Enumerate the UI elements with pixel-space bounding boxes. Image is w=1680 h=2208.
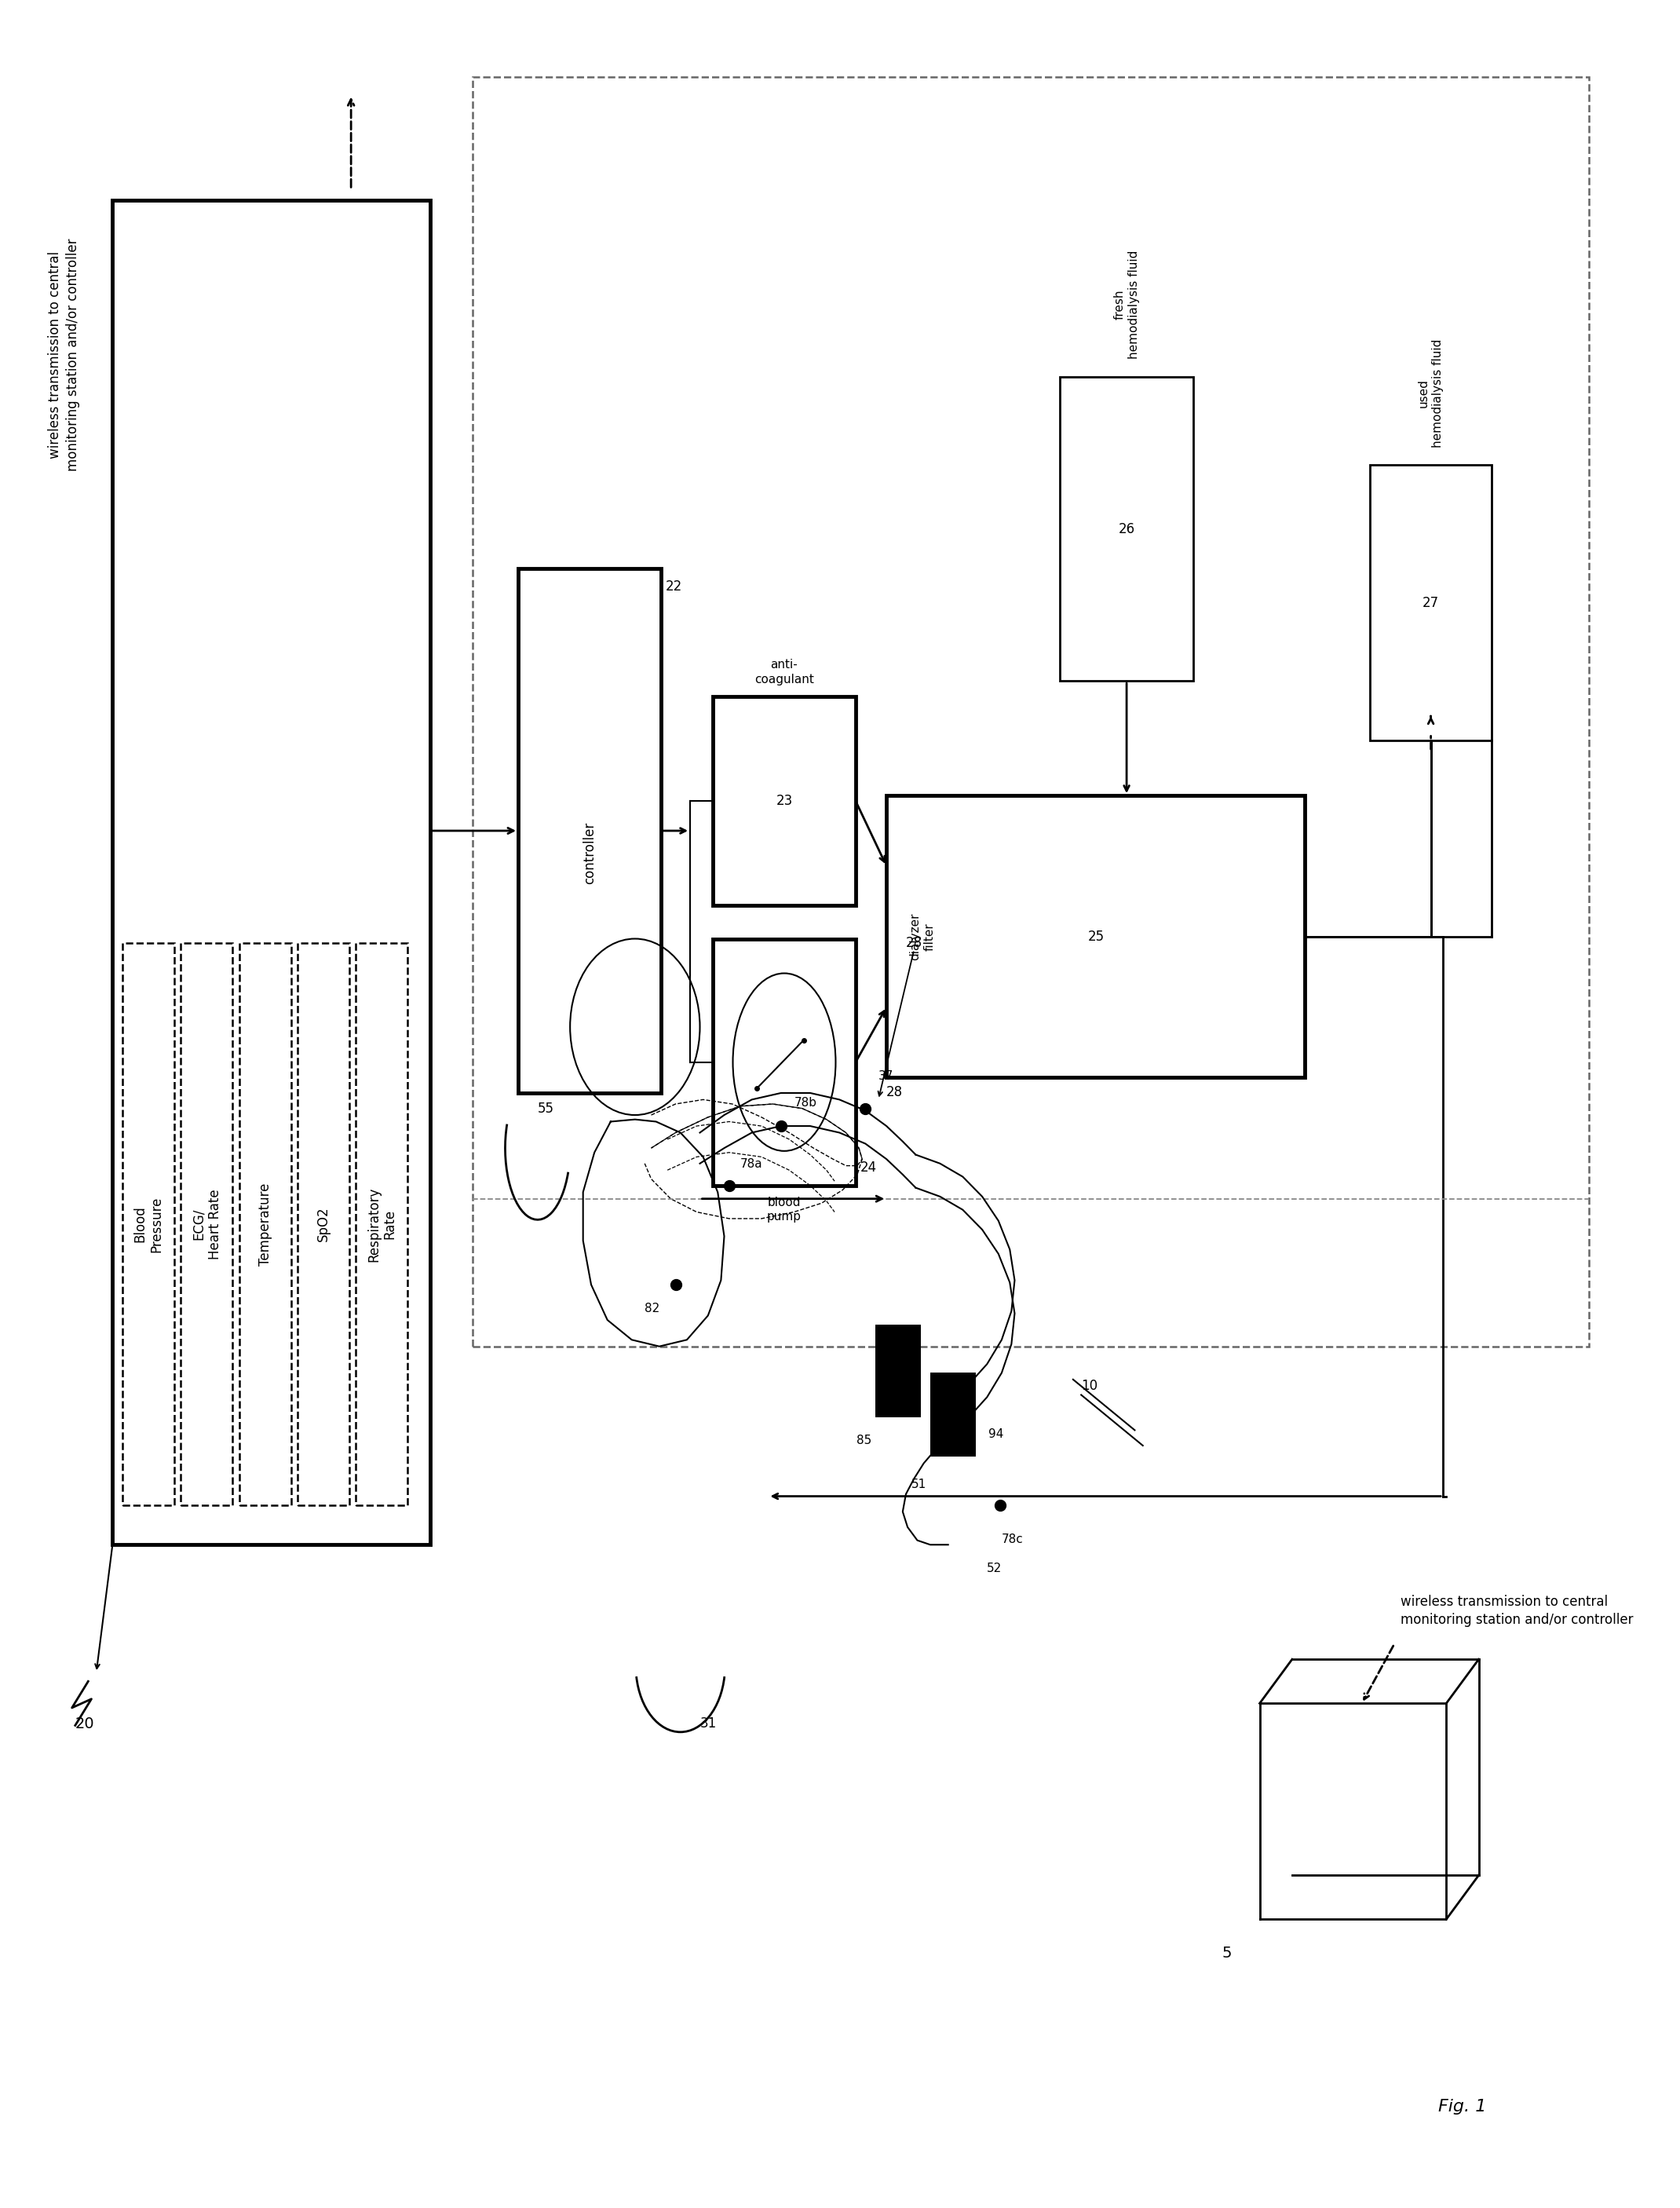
Text: controller: controller: [583, 821, 596, 883]
Text: 78b: 78b: [795, 1097, 816, 1108]
Bar: [297, 943, 349, 1506]
Bar: [239, 943, 291, 1506]
Text: wireless transmission to central
monitoring station and/or controller: wireless transmission to central monitor…: [1401, 1594, 1633, 1627]
Text: 22: 22: [665, 578, 682, 594]
Bar: [1369, 466, 1492, 740]
Text: Temperature: Temperature: [259, 1183, 272, 1265]
Bar: [875, 1325, 921, 1418]
Text: 37: 37: [879, 1071, 894, 1082]
Text: dialyzer
filter: dialyzer filter: [909, 912, 936, 960]
Bar: [113, 201, 430, 1546]
Text: 24: 24: [860, 1161, 877, 1175]
Bar: [517, 567, 660, 1093]
Bar: [181, 943, 232, 1506]
Text: blood
pump: blood pump: [768, 1197, 801, 1223]
Text: 26: 26: [1119, 521, 1136, 537]
Text: Respiratory
Rate: Respiratory Rate: [366, 1186, 396, 1261]
Text: 78a: 78a: [741, 1159, 763, 1170]
Bar: [712, 938, 855, 1186]
Bar: [472, 77, 1589, 1347]
Text: 55: 55: [538, 1102, 554, 1115]
Text: 51: 51: [911, 1479, 926, 1490]
Text: 28: 28: [906, 936, 922, 949]
Text: used
hemodialysis fluid: used hemodialysis fluid: [1418, 338, 1445, 448]
Text: 52: 52: [988, 1563, 1003, 1574]
Text: ECG/
Heart Rate: ECG/ Heart Rate: [192, 1188, 222, 1259]
Text: SpO2: SpO2: [316, 1206, 331, 1241]
Bar: [887, 795, 1305, 1078]
Text: 82: 82: [643, 1303, 659, 1314]
Text: 10: 10: [1082, 1380, 1097, 1393]
Text: 20: 20: [76, 1716, 94, 1731]
Text: anti-
coagulant: anti- coagulant: [754, 658, 815, 684]
Bar: [1060, 378, 1193, 680]
Text: Blood
Pressure: Blood Pressure: [133, 1197, 163, 1252]
Bar: [356, 943, 408, 1506]
Text: 28: 28: [887, 1086, 904, 1100]
Bar: [712, 696, 855, 905]
Text: fresh
hemodialysis fluid: fresh hemodialysis fluid: [1114, 250, 1139, 360]
Text: 94: 94: [990, 1429, 1005, 1440]
Text: 27: 27: [1423, 596, 1440, 609]
Text: Fig. 1: Fig. 1: [1438, 2100, 1487, 2115]
Text: wireless transmission to central
monitoring station and/or controller: wireless transmission to central monitor…: [47, 238, 81, 470]
Text: 85: 85: [857, 1435, 872, 1446]
Text: 23: 23: [776, 795, 793, 808]
Bar: [123, 943, 175, 1506]
Text: 78c: 78c: [1001, 1535, 1023, 1546]
Bar: [931, 1373, 976, 1457]
Text: 5: 5: [1223, 1945, 1231, 1961]
Text: 25: 25: [1087, 930, 1104, 943]
Text: 31: 31: [701, 1716, 717, 1731]
